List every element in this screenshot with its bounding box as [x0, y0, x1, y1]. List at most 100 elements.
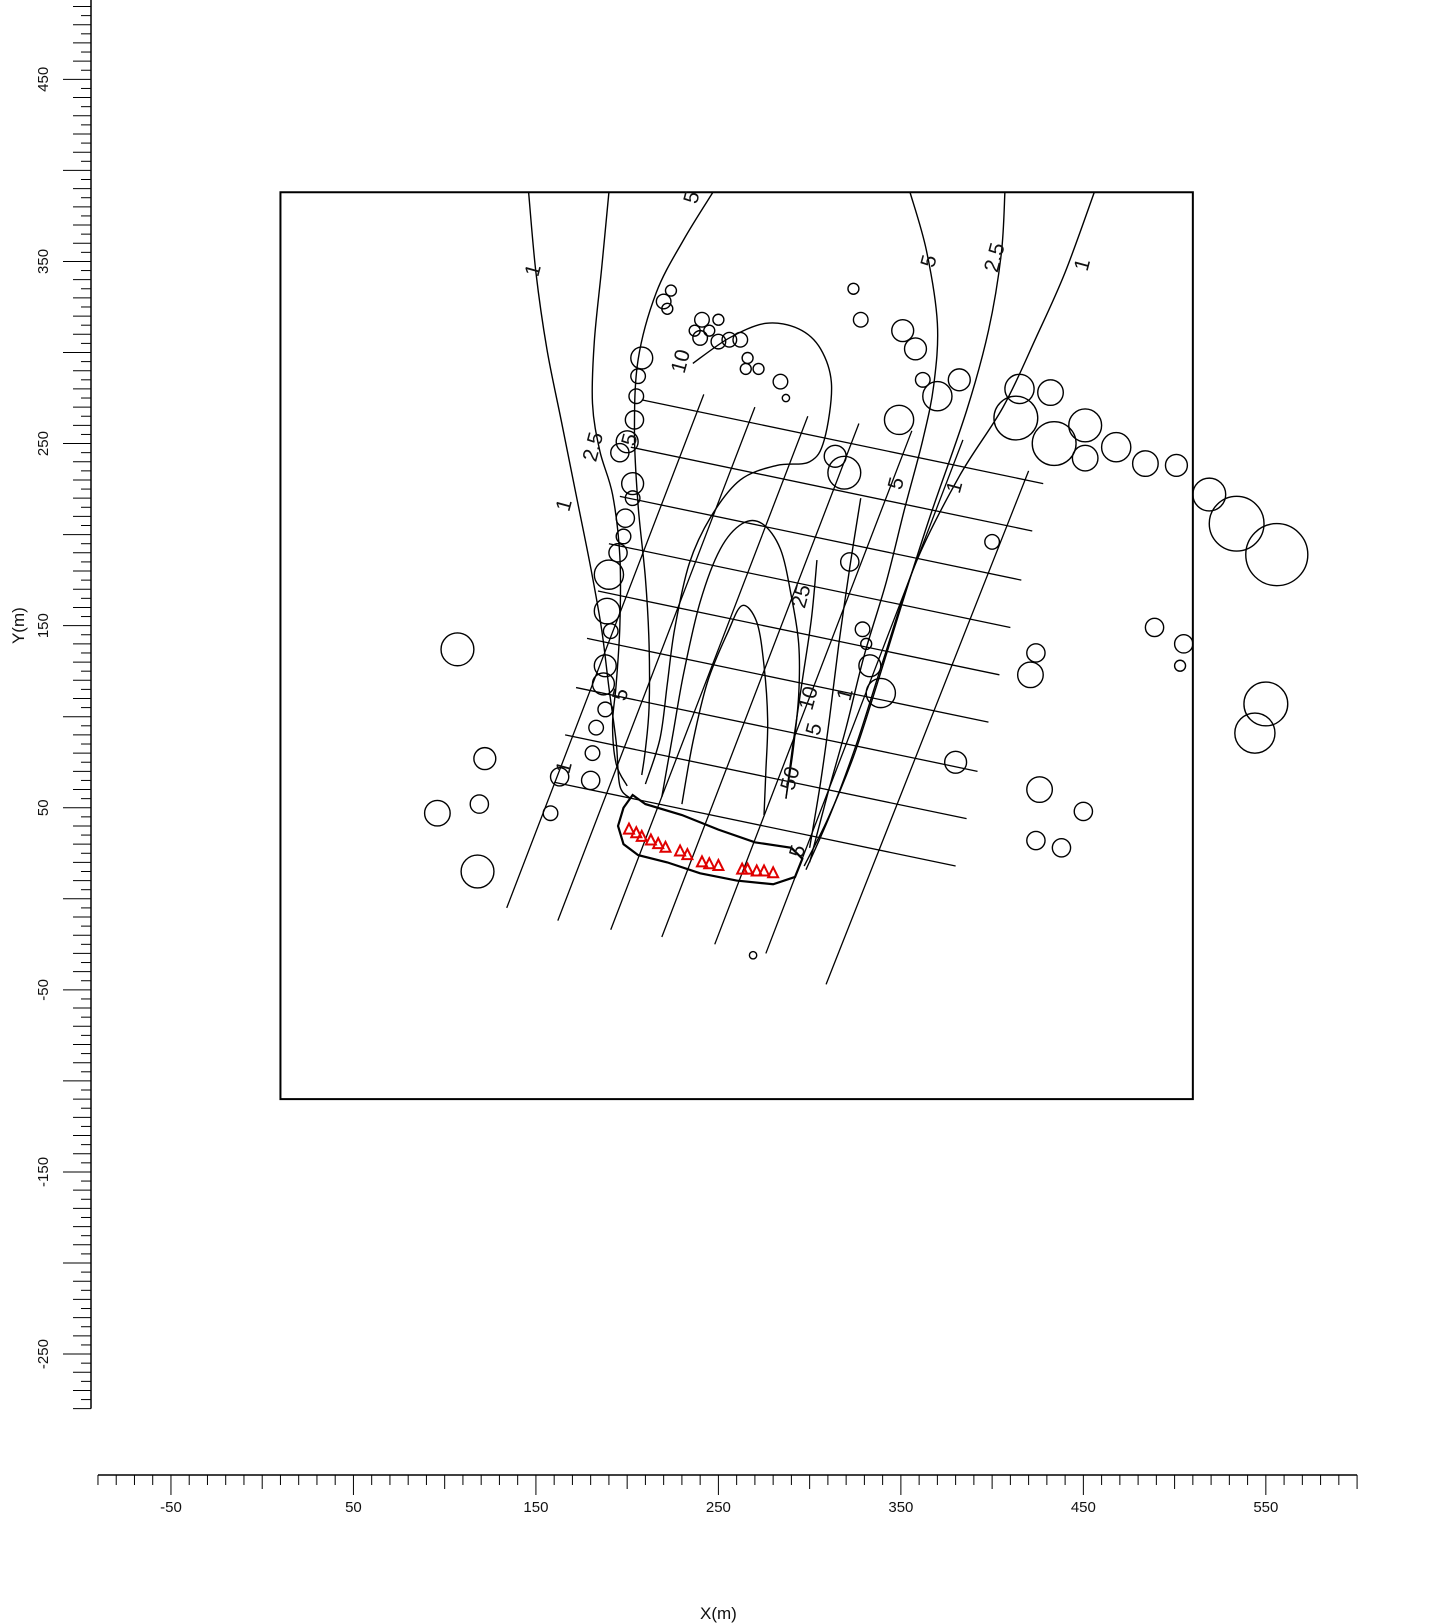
building: [630, 346, 654, 370]
x-tick-label: 150: [523, 1499, 548, 1516]
building: [1245, 522, 1309, 587]
building: [693, 311, 710, 328]
building: [549, 766, 570, 787]
grid-line: [630, 446, 1033, 532]
x-tick-labels: -50 50 150 250 350 450 550: [160, 1499, 1278, 1516]
building: [1071, 444, 1099, 472]
contour-label: 2.5: [980, 240, 1010, 274]
y-tick-label: -50: [35, 979, 52, 1001]
building: [1173, 659, 1187, 672]
building: [1037, 379, 1064, 407]
building: [620, 471, 645, 496]
y-tick-label: -150: [35, 1157, 52, 1187]
building: [860, 637, 873, 651]
receptor-grid-lines: [506, 394, 1044, 985]
building: [1004, 373, 1035, 405]
x-tick-label: -50: [160, 1499, 182, 1516]
building: [839, 552, 860, 572]
building: [772, 373, 789, 390]
source-marker: [680, 846, 694, 861]
building: [891, 318, 915, 343]
grid-line: [586, 637, 989, 723]
building: [1100, 431, 1132, 463]
building: [947, 368, 971, 392]
grid-line: [506, 394, 705, 909]
building: [593, 559, 625, 590]
building: [847, 282, 860, 295]
source-marker: [635, 828, 649, 842]
building: [1031, 420, 1077, 467]
contour-label: 10: [795, 684, 823, 713]
building: [580, 770, 601, 791]
source-marker: [644, 832, 658, 846]
building: [748, 950, 758, 960]
emission-sources: [622, 821, 780, 879]
building: [1131, 450, 1159, 478]
x-tick-label: 550: [1253, 1499, 1278, 1516]
grid-line: [557, 406, 756, 921]
building: [630, 368, 647, 385]
building: [615, 508, 636, 529]
y-ticks: [63, 6, 91, 1410]
x-tick-label: 350: [888, 1499, 913, 1516]
contour-label: 1: [833, 686, 858, 703]
building: [469, 794, 490, 814]
contour-line: [808, 192, 939, 863]
building: [1051, 837, 1072, 858]
y-tick-label: 250: [35, 431, 52, 456]
building: [854, 621, 871, 638]
contour-label: 5: [617, 431, 642, 448]
building: [984, 533, 1001, 550]
building: [1234, 712, 1276, 754]
x-tick-label: 50: [345, 1499, 362, 1516]
building: [1026, 776, 1054, 804]
grid-line: [608, 543, 1011, 629]
source-marker: [750, 863, 764, 877]
building: [703, 324, 716, 337]
building: [752, 362, 765, 376]
source-marker: [695, 854, 709, 868]
building: [732, 331, 749, 348]
building: [1026, 830, 1046, 851]
grid-line: [825, 470, 1030, 985]
source-marker: [740, 861, 755, 875]
building: [591, 672, 616, 696]
building: [712, 313, 725, 326]
building: [661, 302, 674, 315]
building: [865, 677, 897, 709]
contour-label: 5: [608, 686, 633, 703]
y-tick-labels: -250 -150 -50 50 150 250 350 450: [35, 67, 52, 1369]
building: [473, 746, 497, 771]
contour-line: [805, 192, 1095, 870]
source-marker: [673, 843, 687, 857]
source-marker: [711, 857, 726, 872]
building: [655, 293, 672, 310]
building: [1173, 634, 1194, 654]
grid-line: [597, 590, 1000, 676]
contour-label: 2.5: [579, 430, 609, 464]
contour-line: [785, 560, 818, 799]
building: [628, 388, 645, 405]
source-marker: [622, 821, 636, 835]
building: [608, 542, 628, 563]
contour-line: [803, 192, 1006, 867]
building: [710, 333, 727, 350]
source-marker: [651, 835, 665, 850]
source-marker: [629, 825, 643, 839]
x-ticks: [97, 1475, 1358, 1495]
building: [440, 632, 475, 667]
contour-label: 1: [942, 478, 967, 495]
x-tick-label: 450: [1071, 1499, 1096, 1516]
building: [993, 395, 1039, 441]
domain-box: [279, 191, 1194, 1101]
building: [741, 351, 754, 365]
grid-line: [575, 686, 978, 772]
building: [542, 805, 559, 822]
building: [914, 371, 931, 388]
contour-line: [527, 192, 632, 800]
building: [1192, 477, 1227, 512]
contour-line: [661, 519, 801, 799]
x-tick-label: 250: [706, 1499, 731, 1516]
